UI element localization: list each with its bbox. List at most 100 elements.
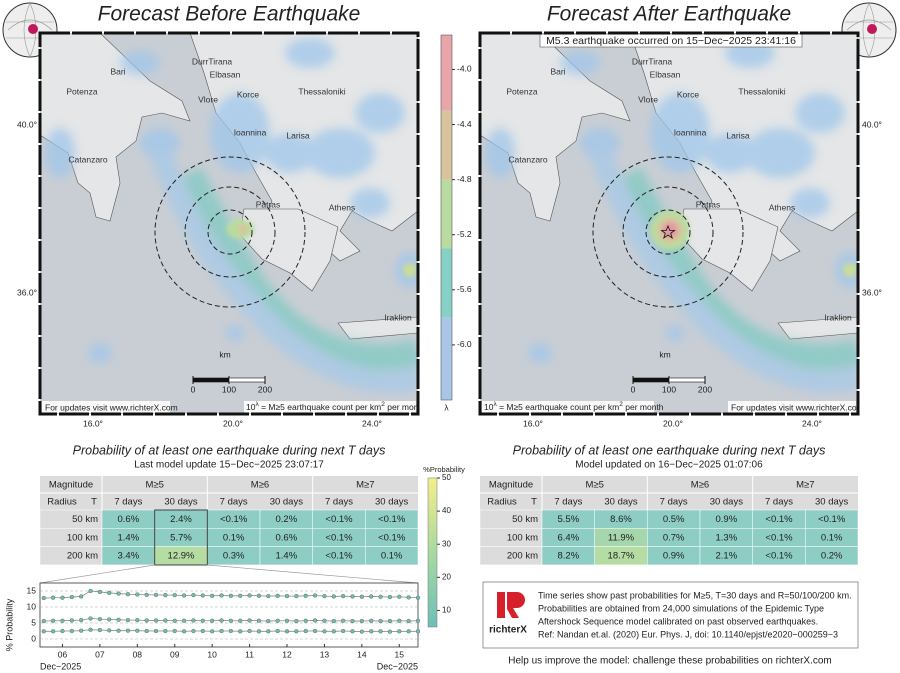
x-tick-label: 06 (58, 649, 68, 659)
series-point (219, 593, 224, 598)
series-point (256, 593, 262, 598)
series-point (350, 618, 355, 624)
series-point (172, 628, 177, 634)
prob-tick-label: 40 (442, 506, 451, 515)
series-point (303, 628, 308, 634)
series-point (69, 594, 74, 600)
table-value: <0.1% (765, 514, 793, 525)
series-point (79, 628, 84, 633)
x-end-label: Dec−2025 (377, 661, 418, 671)
prob-tick-label: 20 (442, 572, 451, 581)
colorbar-band (441, 317, 452, 400)
series-point (210, 618, 215, 623)
table-subheader: 30 days (815, 497, 849, 508)
series-point (350, 629, 355, 634)
forecast-arc-outer (149, 148, 418, 393)
place-label: Athens (769, 202, 795, 212)
forecast-blob (305, 128, 375, 178)
legend-note-part: 2 (381, 401, 385, 408)
colorbar-band (441, 179, 452, 249)
lat-label: 40.0° (17, 119, 37, 129)
place-label: Elbasan (650, 69, 681, 79)
series-point (369, 594, 374, 599)
updates-text: For updates visit www.richterX.com (731, 402, 864, 412)
colorbar-tick-label: -6.0 (457, 339, 472, 349)
help-text: Help us improve the model: challenge the… (508, 656, 832, 667)
scale-label: 100 (662, 384, 676, 394)
distance-circle (645, 209, 691, 255)
series-point (60, 595, 65, 600)
place-label: Patras (256, 199, 281, 209)
series-point (153, 618, 159, 623)
series-point (107, 590, 112, 596)
x-tick-label: 12 (282, 649, 292, 659)
logo-text: richterX (489, 625, 527, 636)
table-value: 2.1% (716, 551, 738, 562)
series-point (238, 593, 243, 598)
table-subheader: 7 days (765, 497, 793, 508)
epicenter-star (660, 224, 676, 240)
place-label: Catanzaro (508, 154, 547, 164)
colorbar-band (441, 248, 452, 318)
table-subheader: 30 days (164, 497, 198, 508)
series-point (415, 595, 421, 600)
series-point (125, 628, 131, 633)
table-value: 1.4% (276, 551, 298, 562)
series-point (69, 618, 74, 623)
table-subheader: 30 days (375, 497, 409, 508)
colorbar-tick-label: -5.2 (457, 229, 472, 239)
lat-label: 36.0° (17, 287, 37, 297)
x-tick-label: 07 (95, 649, 105, 659)
place-label: Elbasan (210, 69, 241, 79)
place-label: Thessaloniki (298, 86, 345, 96)
table-title: Probability of at least one earthquake d… (73, 443, 386, 457)
series-point (397, 629, 402, 634)
x-start-label: Dec−2025 (40, 661, 81, 671)
updates-box (728, 401, 856, 413)
place-label: Vlore (638, 94, 658, 104)
prob-tick-label: 30 (442, 539, 451, 548)
forecast-blob (225, 325, 245, 341)
place-label: DurrTirana (192, 56, 233, 66)
series-point (60, 628, 65, 634)
series-point (228, 618, 233, 623)
table-value: 5.5% (558, 514, 580, 525)
series-point (172, 593, 177, 598)
table-subheader: 7 days (114, 497, 142, 508)
table-value: 50 km (72, 514, 98, 525)
forecast-blob (355, 93, 405, 133)
forecast-blob (45, 128, 75, 178)
table-value: 0.9% (716, 514, 738, 525)
place-label: Potenza (66, 86, 97, 96)
legend-note-part: = M≥5 earthquake count per km (259, 402, 382, 412)
colorbar-tick-label: -4.0 (457, 64, 472, 74)
series-point (303, 618, 308, 623)
zoom-line (207, 564, 419, 584)
series-point (406, 629, 411, 634)
series-point (79, 594, 84, 599)
table-subheader: 7 days (325, 497, 353, 508)
series-point (116, 617, 121, 622)
table-value: 1.3% (716, 532, 738, 543)
table-cell (365, 546, 419, 566)
series-point (60, 618, 65, 623)
distance-circle (207, 209, 253, 255)
series-point (238, 618, 243, 623)
forecast-blob (485, 128, 515, 178)
series-point (181, 629, 187, 634)
series-point (303, 593, 308, 598)
series-point (294, 629, 299, 634)
series-point (275, 618, 280, 623)
series-point (125, 618, 131, 623)
series-point (415, 618, 421, 623)
colorbar-tick-label: -5.6 (457, 284, 472, 294)
forecast-blob (560, 51, 600, 75)
series-point (415, 629, 421, 634)
series-point (247, 628, 252, 634)
table-value: 100 km (67, 532, 98, 543)
series-point (153, 628, 159, 634)
place-label: Ioannina (234, 127, 267, 137)
table-value: 3.4% (118, 551, 140, 562)
series-point (322, 594, 327, 599)
series-point (172, 618, 177, 623)
